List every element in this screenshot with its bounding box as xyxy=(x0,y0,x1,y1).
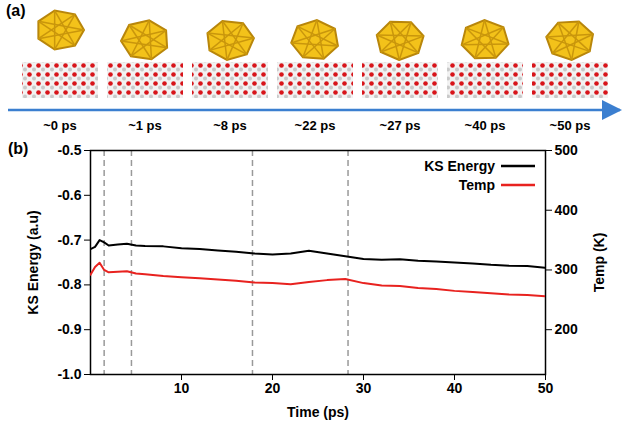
svg-text:10: 10 xyxy=(174,380,190,396)
svg-text:KS Energy (a.u): KS Energy (a.u) xyxy=(25,210,41,314)
svg-text:30: 30 xyxy=(356,380,372,396)
html-text:(b): (b) xyxy=(8,140,29,157)
svg-text:Time (ps): Time (ps) xyxy=(287,404,349,420)
html-text:Temp: Temp xyxy=(458,176,495,193)
svg-text:(a): (a) xyxy=(6,2,26,19)
svg-text:20: 20 xyxy=(265,380,281,396)
svg-text:~0 ps: ~0 ps xyxy=(43,118,77,133)
svg-text:-0.7: -0.7 xyxy=(57,232,81,248)
svg-text:~8 ps: ~8 ps xyxy=(213,118,247,133)
svg-text:300: 300 xyxy=(555,261,579,277)
svg-text:50: 50 xyxy=(538,380,554,396)
svg-text:~40 ps: ~40 ps xyxy=(465,118,506,133)
svg-text:-0.8: -0.8 xyxy=(57,276,81,292)
svg-text:400: 400 xyxy=(555,202,579,218)
svg-text:~27 ps: ~27 ps xyxy=(380,118,421,133)
svg-text:~50 ps: ~50 ps xyxy=(550,118,591,133)
svg-text:-0.9: -0.9 xyxy=(57,321,81,337)
html-text:KS Energy: KS Energy xyxy=(424,157,495,174)
svg-text:40: 40 xyxy=(447,380,463,396)
svg-text:200: 200 xyxy=(555,321,579,337)
svg-text:-1.0: -1.0 xyxy=(57,366,81,382)
svg-text:Temp (K): Temp (K) xyxy=(591,233,607,293)
svg-text:~1 ps: ~1 ps xyxy=(128,118,162,133)
svg-text:500: 500 xyxy=(555,142,579,158)
svg-text:-0.6: -0.6 xyxy=(57,187,81,203)
svg-text:-0.5: -0.5 xyxy=(57,142,81,158)
svg-text:~22 ps: ~22 ps xyxy=(295,118,336,133)
